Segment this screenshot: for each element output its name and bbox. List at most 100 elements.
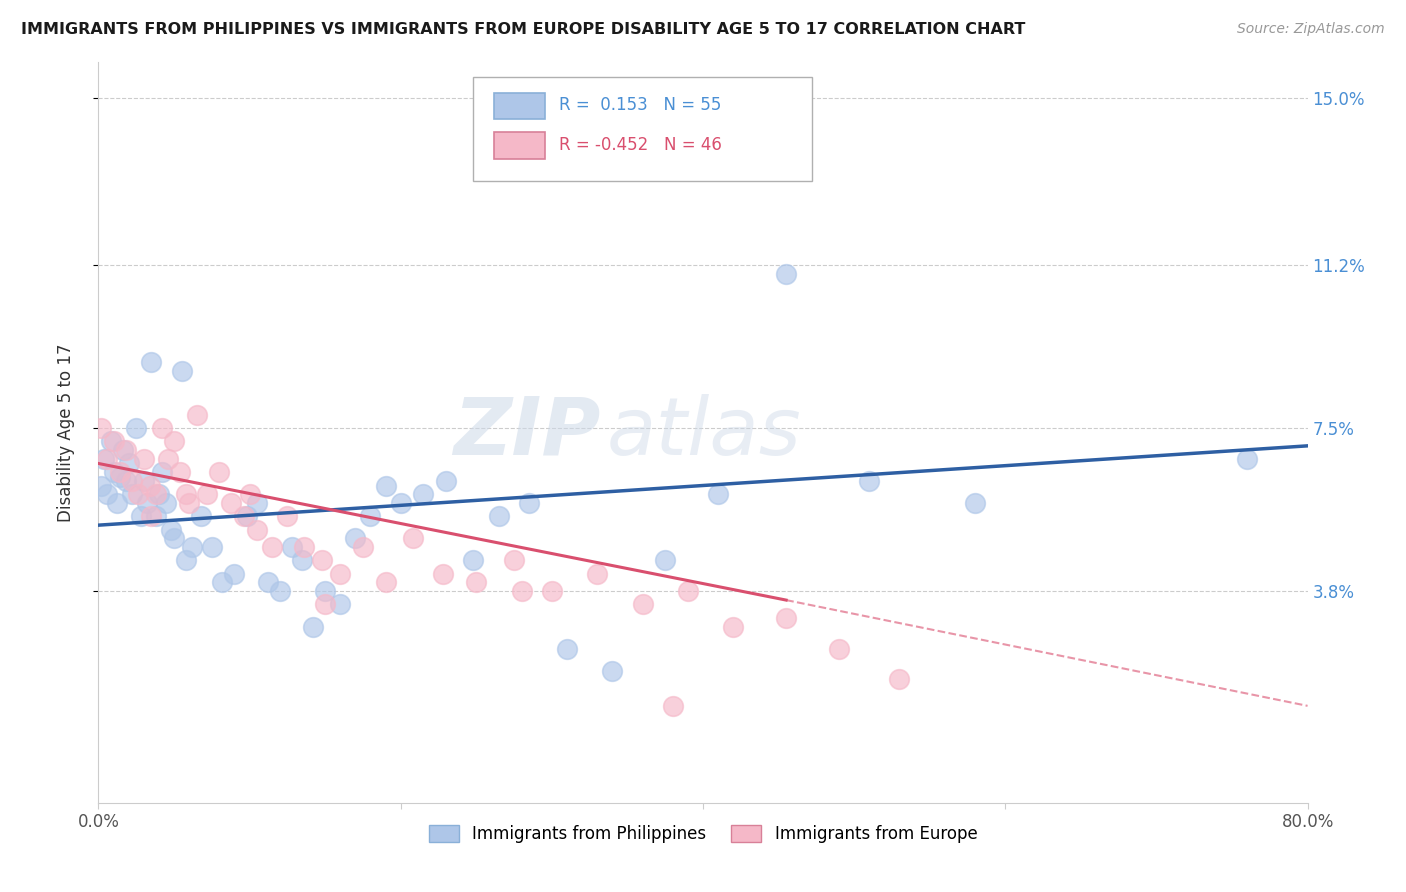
- Point: [121, 474, 143, 488]
- Point: [125, 421, 148, 435]
- Point: [100, 434, 122, 449]
- Point: [163, 434, 186, 449]
- Point: [156, 452, 179, 467]
- Point: [256, 575, 278, 590]
- Point: [90, 478, 112, 492]
- Point: [654, 553, 676, 567]
- Point: [314, 598, 336, 612]
- Point: [145, 487, 167, 501]
- Point: [291, 553, 314, 567]
- Point: [412, 487, 434, 501]
- Point: [517, 496, 540, 510]
- Point: [155, 496, 177, 510]
- FancyBboxPatch shape: [494, 132, 544, 159]
- Point: [432, 566, 454, 581]
- Text: Source: ZipAtlas.com: Source: ZipAtlas.com: [1237, 22, 1385, 37]
- Point: [329, 598, 352, 612]
- FancyBboxPatch shape: [494, 93, 544, 120]
- Point: [150, 421, 173, 435]
- Point: [181, 540, 204, 554]
- Point: [141, 355, 163, 369]
- Point: [103, 434, 125, 449]
- Point: [169, 465, 191, 479]
- Point: [105, 496, 128, 510]
- Point: [108, 465, 131, 479]
- Point: [510, 584, 533, 599]
- Point: [269, 584, 291, 599]
- Text: ZIP: ZIP: [453, 393, 600, 472]
- Point: [239, 487, 262, 501]
- Text: IMMIGRANTS FROM PHILIPPINES VS IMMIGRANTS FROM EUROPE DISABILITY AGE 5 TO 17 COR: IMMIGRANTS FROM PHILIPPINES VS IMMIGRANT…: [21, 22, 1025, 37]
- Point: [631, 598, 654, 612]
- Text: R = -0.452   N = 46: R = -0.452 N = 46: [560, 136, 723, 153]
- Point: [463, 553, 485, 567]
- Point: [145, 509, 167, 524]
- Y-axis label: Disability Age 5 to 17: Disability Age 5 to 17: [56, 343, 75, 522]
- Point: [232, 509, 254, 524]
- Point: [246, 496, 269, 510]
- Point: [465, 575, 488, 590]
- Point: [503, 553, 526, 567]
- Point: [1236, 452, 1258, 467]
- FancyBboxPatch shape: [474, 78, 811, 181]
- Point: [195, 487, 218, 501]
- Point: [434, 474, 457, 488]
- Point: [292, 540, 315, 554]
- Point: [586, 566, 609, 581]
- Point: [103, 465, 125, 479]
- Point: [374, 575, 396, 590]
- Point: [129, 509, 152, 524]
- Point: [96, 487, 118, 501]
- Point: [163, 532, 186, 546]
- Point: [127, 487, 149, 501]
- Text: R =  0.153   N = 55: R = 0.153 N = 55: [560, 96, 721, 114]
- Point: [246, 523, 269, 537]
- Point: [828, 641, 851, 656]
- Point: [93, 452, 115, 467]
- Point: [132, 474, 155, 488]
- Point: [190, 509, 212, 524]
- Point: [211, 575, 233, 590]
- Point: [389, 496, 412, 510]
- Point: [281, 540, 304, 554]
- Point: [723, 619, 745, 633]
- Point: [235, 509, 257, 524]
- Point: [174, 553, 197, 567]
- Point: [276, 509, 298, 524]
- Point: [121, 487, 143, 501]
- Point: [208, 465, 231, 479]
- Point: [96, 452, 118, 467]
- Point: [555, 641, 578, 656]
- Legend: Immigrants from Philippines, Immigrants from Europe: Immigrants from Philippines, Immigrants …: [422, 819, 984, 850]
- Point: [179, 496, 201, 510]
- Point: [360, 509, 382, 524]
- Point: [488, 509, 510, 524]
- Point: [111, 443, 134, 458]
- Point: [858, 474, 880, 488]
- Point: [889, 673, 911, 687]
- Point: [676, 584, 699, 599]
- Point: [329, 566, 352, 581]
- Point: [90, 421, 112, 435]
- Point: [201, 540, 224, 554]
- Point: [186, 408, 208, 422]
- Point: [114, 474, 136, 488]
- Point: [150, 465, 173, 479]
- Point: [139, 478, 162, 492]
- Point: [661, 698, 683, 713]
- Point: [344, 532, 367, 546]
- Point: [114, 443, 136, 458]
- Point: [170, 364, 193, 378]
- Point: [352, 540, 374, 554]
- Point: [262, 540, 284, 554]
- Point: [224, 566, 246, 581]
- Point: [775, 611, 797, 625]
- Point: [965, 496, 987, 510]
- Point: [302, 619, 325, 633]
- Point: [775, 267, 797, 281]
- Point: [132, 452, 155, 467]
- Text: atlas: atlas: [606, 393, 801, 472]
- Point: [108, 469, 131, 483]
- Point: [160, 523, 183, 537]
- Point: [148, 487, 170, 501]
